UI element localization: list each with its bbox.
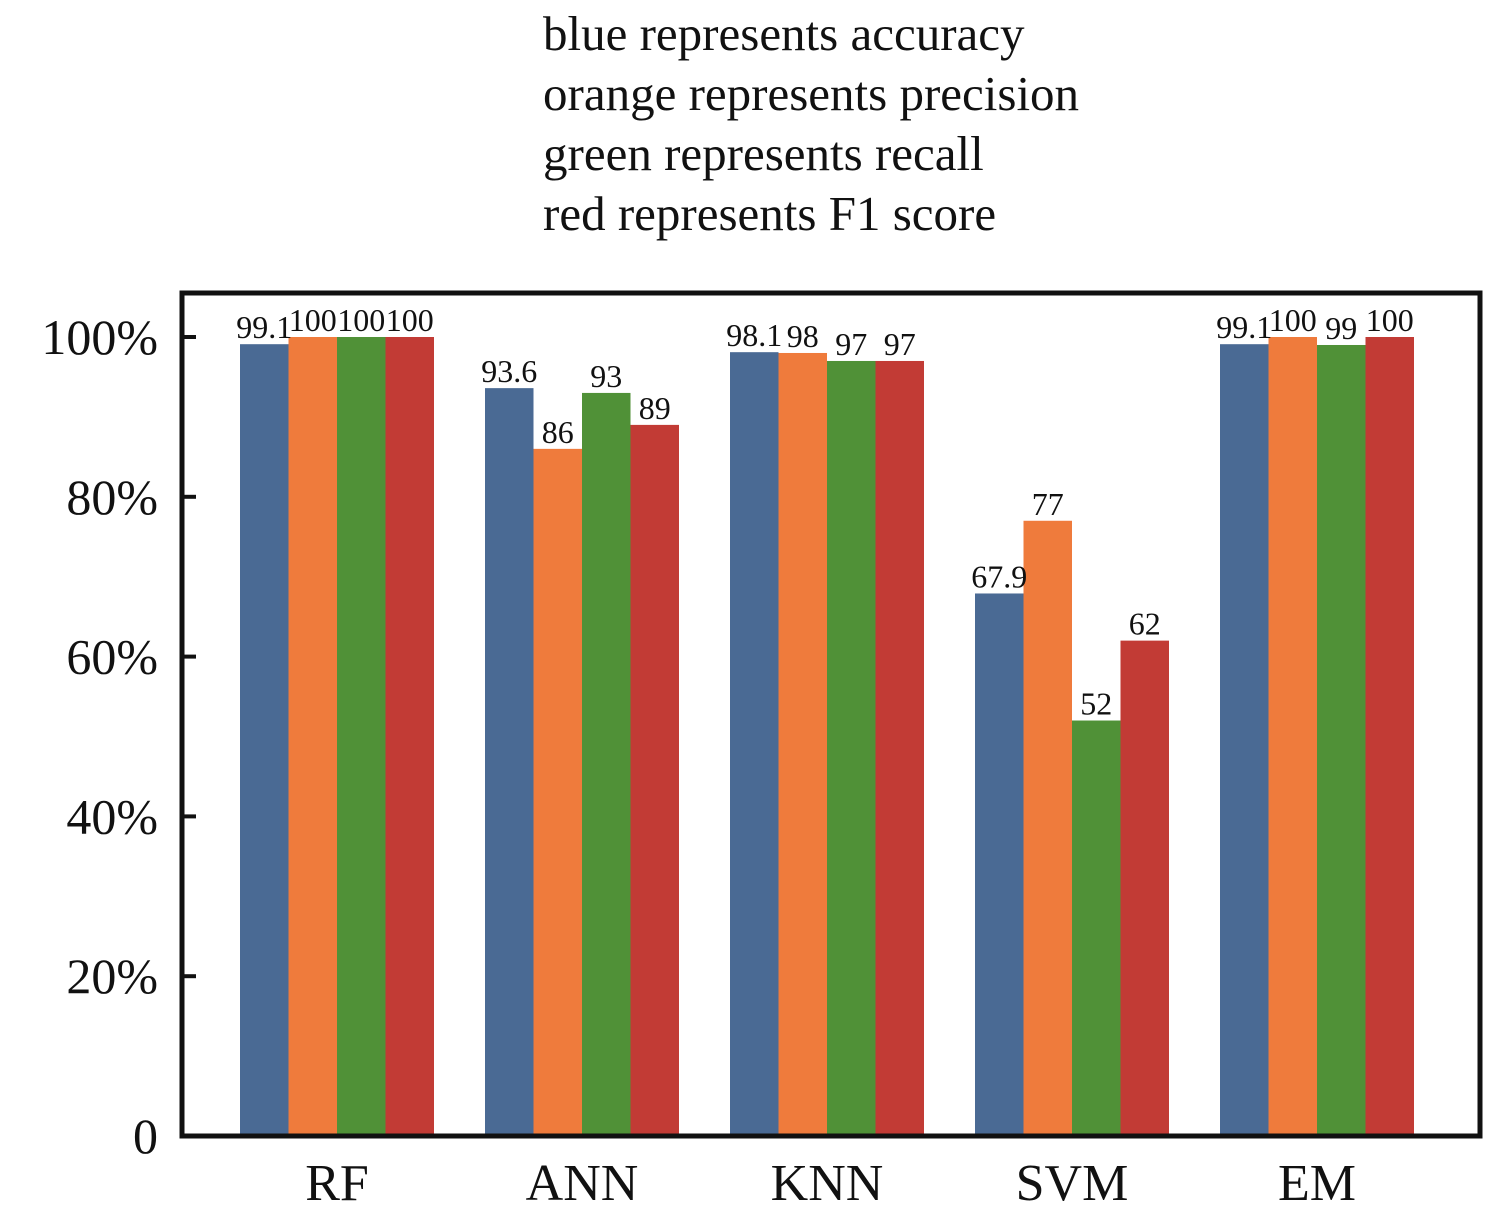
data-label-svm-recall: 52 [1080, 686, 1112, 722]
y-tick-label: 20% [66, 948, 158, 1004]
data-label-rf-precision: 100 [289, 302, 337, 338]
x-tick-label-knn: KNN [771, 1155, 884, 1212]
bar-em-recall [1317, 344, 1366, 1136]
plot-frame [179, 290, 1483, 1139]
x-tick-label-svm: SVM [1016, 1155, 1129, 1212]
data-label-ann-precision: 86 [542, 414, 574, 450]
data-label-knn-f1: 97 [884, 326, 916, 362]
bar-knn-precision [778, 352, 827, 1137]
bar-svm-f1 [1120, 640, 1169, 1136]
data-label-svm-precision: 77 [1032, 486, 1064, 522]
legend-note-f1: red represents F1 score [543, 186, 997, 241]
bar-em-precision [1268, 337, 1317, 1136]
bar-knn-recall [827, 360, 876, 1137]
x-axis: RF ANN KNN SVM EM [305, 1155, 1356, 1212]
x-tick-label-em: EM [1278, 1155, 1356, 1212]
bar-ann-f1 [630, 424, 679, 1136]
data-label-rf-recall: 100 [337, 302, 385, 338]
bar-rf-f1 [385, 337, 434, 1136]
legend-note-recall: green represents recall [543, 126, 984, 181]
legend-note-precision: orange represents precision [543, 66, 1080, 121]
legend-notes: blue represents accuracy orange represen… [543, 4, 1079, 244]
bars-layer [240, 337, 1414, 1137]
bar-knn-accuracy [730, 352, 779, 1136]
x-tick-label-rf: RF [305, 1155, 369, 1212]
bar-svm-accuracy [975, 593, 1024, 1136]
data-label-ann-f1: 89 [639, 390, 671, 426]
bar-rf-recall [337, 337, 386, 1136]
bar-rf-accuracy [240, 344, 289, 1136]
data-label-em-recall: 99 [1325, 310, 1357, 346]
bar-svm-recall [1072, 720, 1121, 1136]
bar-em-accuracy [1220, 344, 1269, 1136]
data-label-ann-accuracy: 93.6 [481, 353, 537, 389]
y-axis: 0 20% 40% 60% 80% 100% [41, 309, 196, 1164]
bar-ann-precision [533, 448, 582, 1136]
data-label-em-f1: 100 [1366, 302, 1414, 338]
data-label-svm-f1: 62 [1129, 606, 1161, 642]
data-label-knn-recall: 97 [835, 326, 867, 362]
data-label-ann-recall: 93 [590, 358, 622, 394]
y-tick-label: 0 [133, 1108, 158, 1164]
data-label-em-precision: 100 [1269, 302, 1317, 338]
x-tick-label-ann: ANN [526, 1155, 639, 1212]
y-tick-label: 40% [66, 788, 158, 844]
bar-svm-precision [1023, 520, 1072, 1136]
data-label-rf-f1: 100 [386, 302, 434, 338]
data-label-knn-precision: 98 [787, 318, 819, 354]
bar-knn-f1 [875, 360, 924, 1137]
data-label-svm-accuracy: 67.9 [971, 558, 1027, 594]
y-tick-label: 80% [66, 469, 158, 525]
y-tick-label: 60% [66, 629, 158, 685]
bar-ann-accuracy [485, 388, 534, 1136]
data-label-rf-accuracy: 99.1 [236, 309, 292, 345]
y-tick-label: 100% [41, 309, 158, 365]
data-label-knn-accuracy: 98.1 [726, 317, 782, 353]
bar-em-f1 [1365, 337, 1414, 1136]
bar-rf-precision [288, 337, 337, 1136]
data-label-em-accuracy: 99.1 [1216, 309, 1272, 345]
bar-ann-recall [582, 392, 631, 1136]
legend-note-accuracy: blue represents accuracy [543, 6, 1025, 61]
